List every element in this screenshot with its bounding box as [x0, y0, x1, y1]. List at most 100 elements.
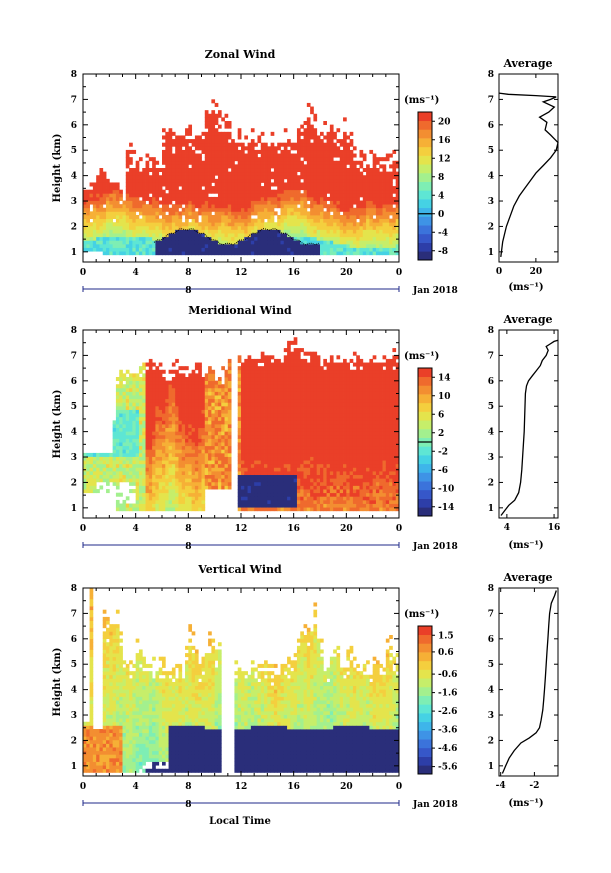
heatmap-cell: [148, 236, 153, 241]
heatmap-cell: [185, 460, 189, 465]
heatmap-cell: [132, 247, 137, 252]
heatmap-cell: [287, 168, 291, 173]
heatmap-cell: [287, 340, 291, 345]
heatmap-cell: [221, 135, 225, 140]
heatmap-cell: [221, 218, 225, 223]
heatmap-cell: [145, 369, 150, 374]
heatmap-cell: [125, 243, 130, 248]
heatmap-cell: [320, 222, 324, 227]
heatmap-cell: [165, 474, 169, 479]
heatmap-cell: [254, 438, 258, 443]
heatmap-cell: [320, 204, 324, 209]
heatmap-cell: [92, 478, 97, 483]
heatmap-cell: [102, 456, 107, 461]
heatmap-cell: [267, 153, 272, 158]
heatmap-cell: [227, 211, 232, 216]
heatmap-cell: [89, 471, 94, 476]
heatmap-cell: [109, 189, 114, 194]
heatmap-cell: [191, 175, 196, 180]
heatmap-cell: [267, 189, 272, 194]
heatmap-cell: [155, 243, 160, 248]
heatmap-cell: [250, 193, 255, 198]
heatmap-cell: [264, 427, 268, 432]
heatmap-cell: [155, 452, 160, 457]
heatmap-cell: [208, 384, 212, 389]
heatmap-cell: [300, 247, 304, 252]
heatmap-cell: [135, 398, 140, 403]
heatmap-cell: [122, 251, 127, 256]
heatmap-cell: [221, 168, 225, 173]
heatmap-cell: [208, 366, 212, 371]
heatmap-cell: [148, 243, 153, 248]
heatmap-cell: [277, 200, 281, 205]
heatmap-cell: [224, 398, 229, 403]
heatmap-cell: [287, 478, 291, 483]
heatmap-cell: [175, 460, 179, 465]
heatmap-cell: [119, 420, 123, 425]
heatmap-cell: [178, 409, 183, 414]
heatmap-cell: [366, 186, 370, 191]
heatmap-cell: [221, 211, 225, 216]
heatmap-cell: [326, 222, 331, 227]
heatmap-cell: [359, 233, 364, 238]
heatmap-cell: [158, 387, 163, 392]
heatmap-cell: [306, 251, 311, 256]
heatmap-cell: [191, 369, 196, 374]
heatmap-cell: [106, 481, 110, 486]
heatmap-cell: [188, 442, 193, 447]
heatmap-cell: [208, 485, 212, 490]
heatmap-cell: [224, 424, 229, 429]
heatmap-cell: [237, 153, 242, 158]
heatmap-cell: [293, 168, 298, 173]
heatmap-cell: [336, 186, 341, 191]
heatmap-cell: [194, 463, 199, 468]
heatmap-cell: [214, 478, 219, 483]
heatmap-cell: [208, 117, 212, 122]
heatmap-cell: [181, 427, 186, 432]
heatmap-cell: [224, 409, 229, 414]
heatmap-cell: [237, 442, 242, 447]
heatmap-cell: [306, 153, 311, 158]
heatmap-cell: [217, 171, 222, 176]
heatmap-cell: [194, 186, 199, 191]
heatmap-cell: [227, 146, 232, 151]
heatmap-cell: [188, 445, 193, 450]
heatmap-cell: [92, 193, 97, 198]
heatmap-cell: [382, 215, 387, 220]
heatmap-cell: [138, 204, 143, 209]
heatmap-cell: [369, 218, 374, 223]
heatmap-cell: [152, 164, 156, 169]
heatmap-cell: [270, 438, 275, 443]
heatmap-cell: [287, 438, 291, 443]
heatmap-cell: [132, 168, 137, 173]
heatmap-cell: [152, 434, 156, 439]
heatmap-cell: [201, 229, 206, 234]
heatmap-cell: [339, 178, 344, 183]
heatmap-cell: [142, 489, 146, 494]
heatmap-cell: [204, 135, 209, 140]
heatmap-cell: [224, 124, 229, 129]
heatmap-cell: [99, 171, 104, 176]
heatmap-cell: [115, 391, 120, 396]
heatmap-cell: [293, 247, 298, 252]
heatmap-cell: [273, 204, 278, 209]
heatmap-cell: [181, 153, 186, 158]
heatmap-cell: [168, 225, 173, 230]
heatmap-cell: [227, 131, 232, 136]
heatmap-cell: [125, 218, 130, 223]
heatmap-cell: [316, 236, 321, 241]
heatmap-cell: [333, 168, 337, 173]
heatmap-cell: [152, 496, 156, 501]
heatmap-cell: [83, 233, 87, 238]
heatmap-cell: [178, 233, 183, 238]
heatmap-cell: [181, 384, 186, 389]
heatmap-cell: [224, 452, 229, 457]
heatmap-cell: [142, 225, 146, 230]
heatmap-cell: [178, 171, 183, 176]
heatmap-cell: [112, 442, 117, 447]
heatmap-cell: [208, 460, 212, 465]
heatmap-cell: [165, 200, 169, 205]
heatmap-cell: [145, 236, 150, 241]
heatmap-cell: [310, 131, 314, 136]
heatmap-cell: [303, 215, 308, 220]
